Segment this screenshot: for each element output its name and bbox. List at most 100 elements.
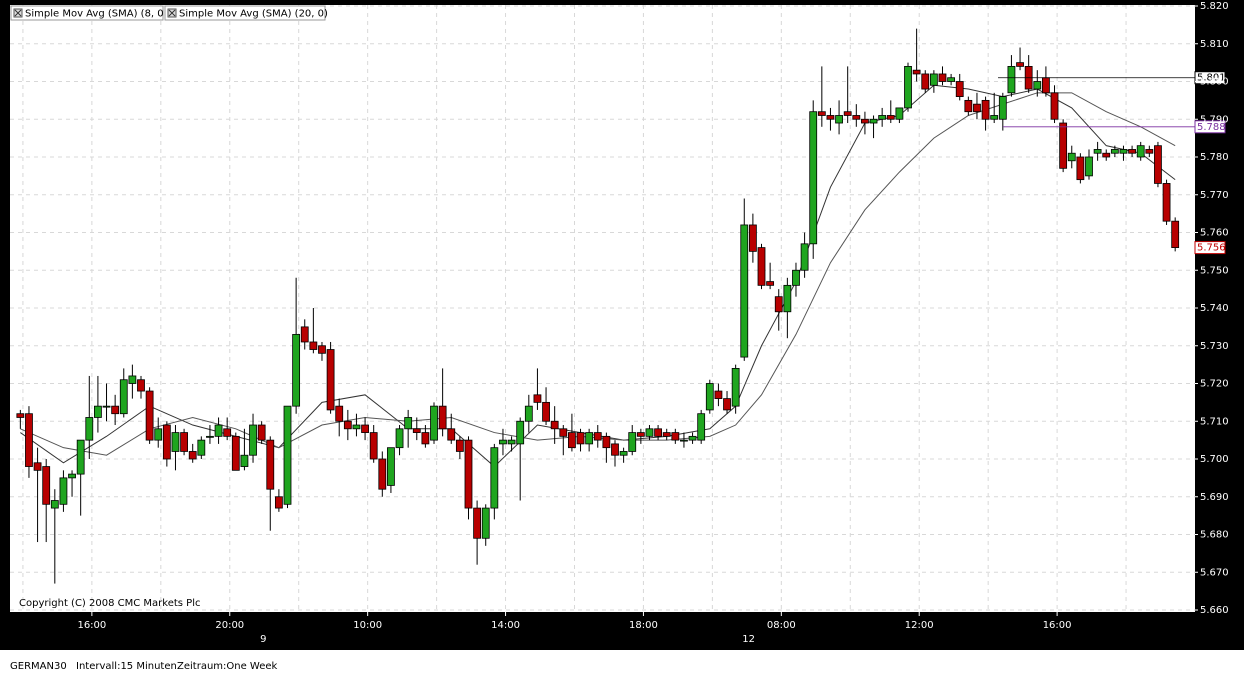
- candle-body: [309, 341, 318, 350]
- candle-body: [1102, 152, 1111, 158]
- candle-body: [740, 224, 749, 358]
- candle-body: [1007, 66, 1016, 94]
- candle-body: [1076, 156, 1085, 181]
- candle-body: [550, 420, 559, 430]
- price-box: [1194, 120, 1226, 134]
- candle-body: [904, 66, 912, 109]
- candle-body: [990, 115, 999, 120]
- candle-body: [300, 326, 309, 343]
- candle-body: [1119, 149, 1128, 154]
- candle-body: [662, 432, 671, 437]
- x-tick-label: 16:00: [1043, 620, 1072, 631]
- candle-body: [1145, 149, 1154, 154]
- candle-body: [111, 405, 120, 415]
- y-tick-label: 5.730: [1200, 341, 1229, 352]
- x-tick-label: 08:00: [767, 620, 796, 631]
- status-symbol: GERMAN30: [10, 661, 67, 672]
- candle-body: [533, 394, 542, 403]
- candle-body: [283, 405, 292, 505]
- candle-body: [171, 432, 180, 452]
- candle-body: [895, 107, 904, 120]
- candle-body: [455, 439, 464, 452]
- y-tick-label: 5.810: [1200, 39, 1229, 50]
- y-tick-label: 5.680: [1200, 530, 1229, 541]
- candle-body: [430, 405, 438, 441]
- y-tick-label: 5.740: [1200, 303, 1229, 314]
- candle-body: [412, 428, 421, 433]
- candle-body: [404, 417, 413, 430]
- legend: Simple Mov Avg (SMA) (8, 0) Simple Mov A…: [10, 5, 328, 21]
- candle-body: [214, 424, 223, 437]
- candle-body: [912, 69, 921, 75]
- y-tick-label: 5.700: [1200, 454, 1229, 465]
- x-tick-label: 12:00: [905, 620, 934, 631]
- x-tick-label: 10:00: [353, 620, 382, 631]
- candle-body: [921, 73, 930, 90]
- candle-body: [1162, 183, 1171, 222]
- candle-body: [542, 401, 550, 422]
- candle-body: [16, 413, 25, 418]
- candle-body: [628, 432, 637, 452]
- candle-body: [343, 420, 352, 430]
- candle-body: [1171, 220, 1180, 249]
- candle-body: [25, 413, 33, 467]
- candle-body: [85, 417, 94, 441]
- candle-body: [714, 390, 723, 399]
- candle-body: [981, 99, 990, 120]
- y-tick-label: 5.760: [1200, 228, 1229, 239]
- y-tick-label: 5.780: [1200, 152, 1229, 163]
- candle-body: [1067, 152, 1076, 162]
- x-tick-label: 14:00: [491, 620, 520, 631]
- candle-body: [568, 432, 576, 449]
- candle-body: [145, 390, 154, 441]
- candle-body: [240, 454, 249, 467]
- x-tick-label: 20:00: [215, 620, 244, 631]
- candle-body: [438, 405, 447, 430]
- candle-body: [59, 477, 68, 505]
- candle-body: [826, 115, 835, 120]
- candle-body: [731, 367, 740, 407]
- candle-body: [421, 432, 430, 445]
- candle-body: [843, 111, 852, 116]
- candle-body: [68, 473, 76, 479]
- price-box: [1194, 241, 1226, 255]
- candle-body: [369, 432, 378, 460]
- candle-body: [395, 428, 404, 449]
- candle-body: [878, 115, 887, 120]
- price-label: 5.756: [1197, 243, 1226, 254]
- candle-body: [42, 466, 51, 505]
- legend-label: Simple Mov Avg (SMA) (8, 0): [25, 9, 168, 20]
- candle-body: [1110, 149, 1119, 154]
- candle-body: [507, 439, 516, 445]
- candle-body: [1128, 149, 1136, 154]
- y-tick-label: 5.720: [1200, 379, 1229, 390]
- candle-body: [33, 462, 42, 471]
- candle-body: [162, 424, 171, 460]
- candle-body: [50, 500, 59, 509]
- candle-body: [654, 428, 662, 437]
- legend-box[interactable]: [10, 5, 164, 21]
- legend-box[interactable]: [164, 5, 326, 21]
- candle-body: [955, 81, 964, 97]
- candle-body: [206, 435, 214, 438]
- candle-body: [576, 432, 585, 445]
- candle-body: [723, 398, 731, 411]
- candle-body: [361, 424, 369, 433]
- candle-body: [274, 496, 283, 509]
- candle-body: [1033, 81, 1042, 90]
- candle-body: [378, 458, 387, 490]
- candle-body: [119, 379, 128, 415]
- candle-body: [266, 439, 275, 490]
- candle-body: [611, 443, 619, 456]
- candle-body: [800, 243, 809, 271]
- candle-body: [938, 73, 947, 82]
- price-label: 5.788: [1197, 122, 1226, 133]
- candle-body: [352, 424, 361, 430]
- candle-body: [645, 428, 654, 437]
- candle-body: [559, 428, 568, 437]
- candle-body: [964, 99, 973, 113]
- candle-body: [1042, 77, 1050, 94]
- candle-body: [490, 447, 499, 509]
- candle-body: [464, 439, 473, 509]
- candle-body: [102, 405, 111, 408]
